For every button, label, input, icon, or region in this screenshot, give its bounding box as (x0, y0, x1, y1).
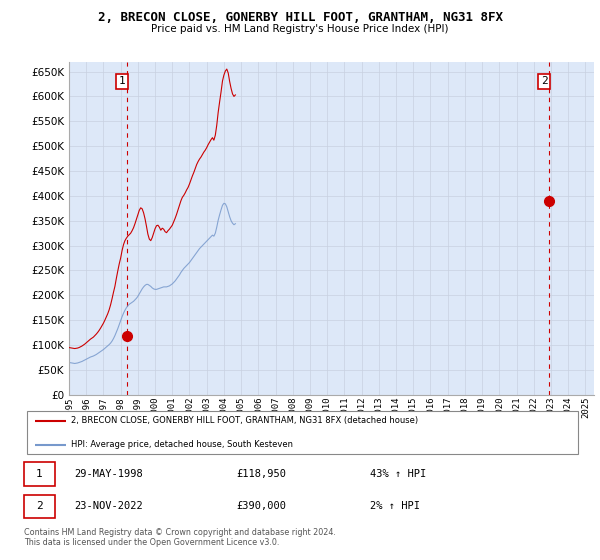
FancyBboxPatch shape (24, 463, 55, 486)
Text: 1: 1 (36, 469, 43, 479)
Text: £390,000: £390,000 (236, 501, 286, 511)
Text: Contains HM Land Registry data © Crown copyright and database right 2024.
This d: Contains HM Land Registry data © Crown c… (24, 528, 336, 547)
Text: 2% ↑ HPI: 2% ↑ HPI (370, 501, 420, 511)
Text: 2: 2 (36, 501, 43, 511)
Text: HPI: Average price, detached house, South Kesteven: HPI: Average price, detached house, Sout… (71, 440, 293, 449)
Text: 2, BRECON CLOSE, GONERBY HILL FOOT, GRANTHAM, NG31 8FX: 2, BRECON CLOSE, GONERBY HILL FOOT, GRAN… (97, 11, 503, 24)
Text: 1: 1 (119, 77, 125, 86)
Text: 2: 2 (541, 77, 547, 86)
Text: 43% ↑ HPI: 43% ↑ HPI (370, 469, 426, 479)
FancyBboxPatch shape (27, 411, 578, 454)
Text: 23-NOV-2022: 23-NOV-2022 (74, 501, 143, 511)
Text: 2, BRECON CLOSE, GONERBY HILL FOOT, GRANTHAM, NG31 8FX (detached house): 2, BRECON CLOSE, GONERBY HILL FOOT, GRAN… (71, 416, 419, 425)
Text: £118,950: £118,950 (236, 469, 286, 479)
Text: Price paid vs. HM Land Registry's House Price Index (HPI): Price paid vs. HM Land Registry's House … (151, 24, 449, 34)
Text: 29-MAY-1998: 29-MAY-1998 (74, 469, 143, 479)
FancyBboxPatch shape (24, 494, 55, 518)
